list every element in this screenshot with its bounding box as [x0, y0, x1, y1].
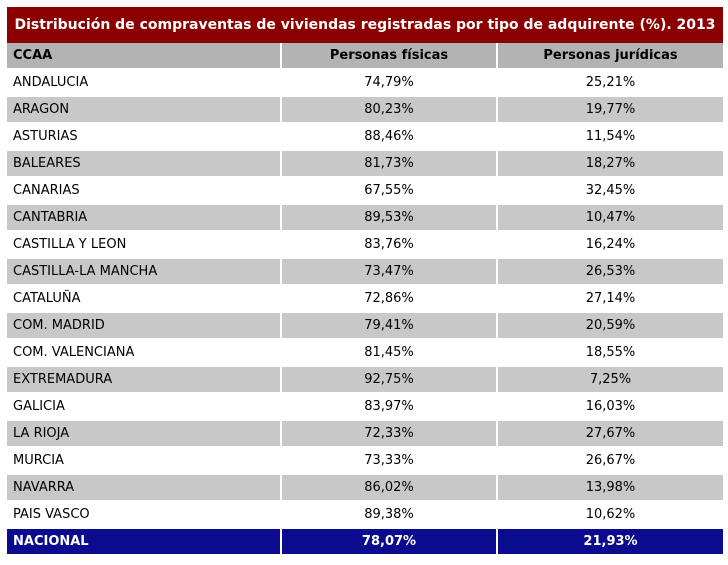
- personas-fisicas-cell: 83,97%: [281, 393, 498, 421]
- table-row: BALEARES 81,73% 18,27%: [7, 150, 723, 178]
- personas-juridicas-cell: 18,27%: [497, 150, 723, 178]
- ccaa-cell: CATALUÑA: [7, 285, 282, 313]
- ccaa-cell: CASTILLA-LA MANCHA: [7, 258, 282, 286]
- personas-juridicas-cell: 26,67%: [497, 447, 723, 475]
- personas-fisicas-cell: 80,23%: [281, 96, 498, 124]
- personas-fisicas-cell: 83,76%: [281, 231, 498, 259]
- personas-fisicas-cell: 79,41%: [281, 312, 498, 340]
- personas-juridicas-cell: 16,03%: [497, 393, 723, 421]
- header-personas-juridicas: Personas jurídicas: [497, 43, 723, 70]
- table-row: COM. VALENCIANA 81,45% 18,55%: [7, 339, 723, 367]
- table-row: ASTURIAS 88,46% 11,54%: [7, 123, 723, 151]
- table-row: ARAGON 80,23% 19,77%: [7, 96, 723, 124]
- table-row: CASTILLA Y LEON 83,76% 16,24%: [7, 231, 723, 259]
- personas-juridicas-cell: 11,54%: [497, 123, 723, 151]
- personas-juridicas-cell: 26,53%: [497, 258, 723, 286]
- ccaa-cell: PAIS VASCO: [7, 501, 282, 529]
- table-row: GALICIA 83,97% 16,03%: [7, 393, 723, 421]
- personas-juridicas-cell: 27,14%: [497, 285, 723, 313]
- personas-juridicas-cell: 32,45%: [497, 177, 723, 205]
- personas-fisicas-cell: 88,46%: [281, 123, 498, 151]
- data-table: CCAA Personas físicas Personas jurídicas…: [7, 43, 723, 556]
- table-row: EXTREMADURA 92,75% 7,25%: [7, 366, 723, 394]
- ccaa-cell: MURCIA: [7, 447, 282, 475]
- personas-fisicas-cell: 73,33%: [281, 447, 498, 475]
- personas-juridicas-cell: 10,47%: [497, 204, 723, 232]
- table-row: COM. MADRID 79,41% 20,59%: [7, 312, 723, 340]
- ccaa-cell: ARAGON: [7, 96, 282, 124]
- header-personas-fisicas: Personas físicas: [281, 43, 498, 70]
- ccaa-cell: ASTURIAS: [7, 123, 282, 151]
- table-row: CASTILLA-LA MANCHA 73,47% 26,53%: [7, 258, 723, 286]
- ccaa-cell: BALEARES: [7, 150, 282, 178]
- ccaa-cell: CASTILLA Y LEON: [7, 231, 282, 259]
- table-row: ANDALUCIA 74,79% 25,21%: [7, 69, 723, 97]
- personas-juridicas-cell: 7,25%: [497, 366, 723, 394]
- table-row: CANARIAS 67,55% 32,45%: [7, 177, 723, 205]
- personas-fisicas-cell: 89,53%: [281, 204, 498, 232]
- ccaa-cell: NAVARRA: [7, 474, 282, 502]
- personas-fisicas-cell: 72,86%: [281, 285, 498, 313]
- table-row: CATALUÑA 72,86% 27,14%: [7, 285, 723, 313]
- ccaa-cell: EXTREMADURA: [7, 366, 282, 394]
- ccaa-cell: CANTABRIA: [7, 204, 282, 232]
- table-row: CANTABRIA 89,53% 10,47%: [7, 204, 723, 232]
- personas-juridicas-cell: 25,21%: [497, 69, 723, 97]
- personas-juridicas-cell: 20,59%: [497, 312, 723, 340]
- personas-juridicas-cell: 19,77%: [497, 96, 723, 124]
- personas-fisicas-cell: 67,55%: [281, 177, 498, 205]
- ccaa-cell: GALICIA: [7, 393, 282, 421]
- ccaa-cell: ANDALUCIA: [7, 69, 282, 97]
- header-row: CCAA Personas físicas Personas jurídicas: [7, 43, 723, 70]
- personas-juridicas-cell: 13,98%: [497, 474, 723, 502]
- total-label: NACIONAL: [7, 528, 282, 556]
- personas-juridicas-cell: 18,55%: [497, 339, 723, 367]
- personas-juridicas-cell: 27,67%: [497, 420, 723, 448]
- personas-fisicas-cell: 89,38%: [281, 501, 498, 529]
- ccaa-cell: COM. VALENCIANA: [7, 339, 282, 367]
- personas-juridicas-cell: 10,62%: [497, 501, 723, 529]
- personas-fisicas-cell: 86,02%: [281, 474, 498, 502]
- personas-fisicas-cell: 73,47%: [281, 258, 498, 286]
- personas-juridicas-cell: 16,24%: [497, 231, 723, 259]
- table-row: MURCIA 73,33% 26,67%: [7, 447, 723, 475]
- ccaa-cell: CANARIAS: [7, 177, 282, 205]
- total-personas-fisicas: 78,07%: [281, 528, 498, 556]
- personas-fisicas-cell: 81,45%: [281, 339, 498, 367]
- table-row: PAIS VASCO 89,38% 10,62%: [7, 501, 723, 529]
- personas-fisicas-cell: 72,33%: [281, 420, 498, 448]
- table-row: LA RIOJA 72,33% 27,67%: [7, 420, 723, 448]
- data-table-container: Distribución de compraventas de vivienda…: [7, 7, 723, 556]
- table-title: Distribución de compraventas de vivienda…: [7, 7, 723, 43]
- personas-fisicas-cell: 81,73%: [281, 150, 498, 178]
- personas-fisicas-cell: 92,75%: [281, 366, 498, 394]
- ccaa-cell: LA RIOJA: [7, 420, 282, 448]
- table-row: NAVARRA 86,02% 13,98%: [7, 474, 723, 502]
- personas-fisicas-cell: 74,79%: [281, 69, 498, 97]
- total-row: NACIONAL 78,07% 21,93%: [7, 528, 723, 556]
- header-ccaa: CCAA: [7, 43, 282, 70]
- ccaa-cell: COM. MADRID: [7, 312, 282, 340]
- total-personas-juridicas: 21,93%: [497, 528, 723, 556]
